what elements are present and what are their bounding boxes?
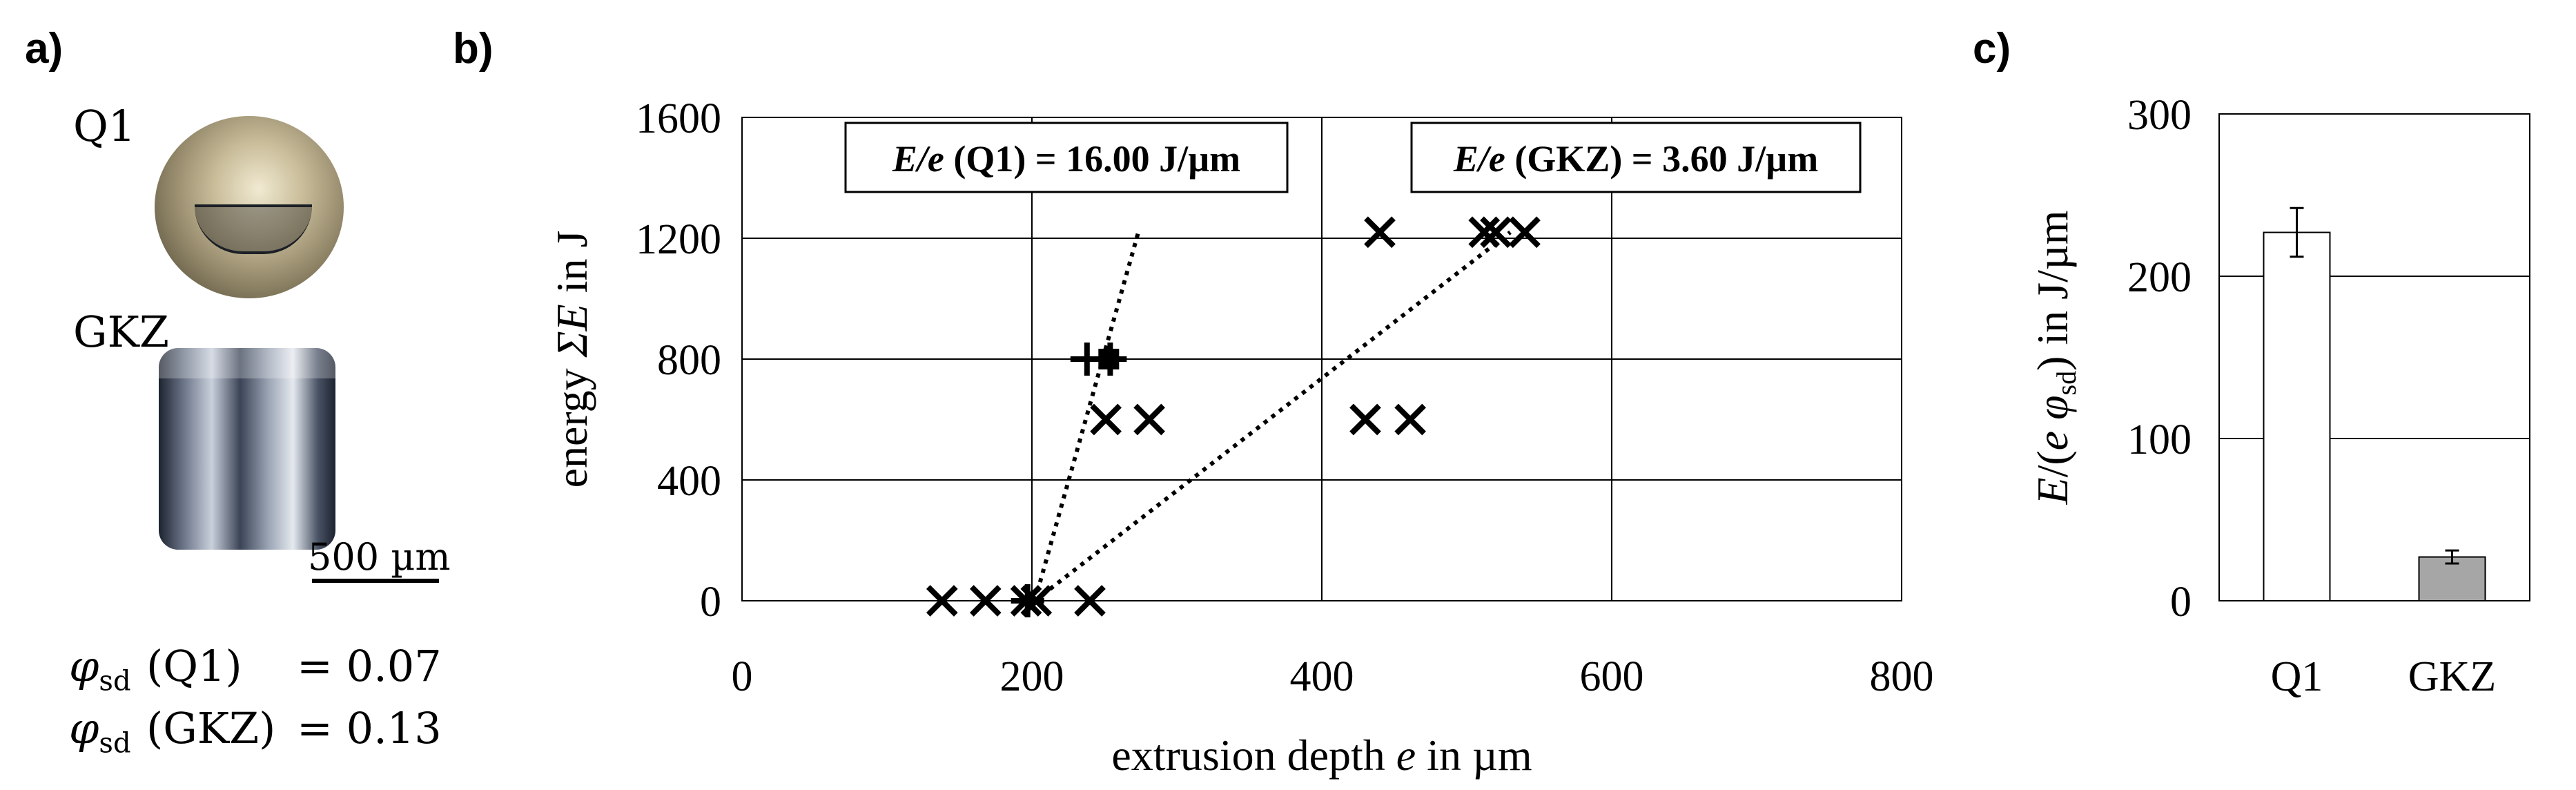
error-bar [2445, 549, 2459, 565]
bar [2263, 231, 2331, 602]
data-point-x [1074, 585, 1106, 617]
gkz-sample-top [159, 348, 335, 378]
data-point-x [1480, 216, 1512, 249]
y-axis-title: energy ΣE in J [547, 231, 596, 488]
marker-stroke [1364, 216, 1396, 249]
x-tick-label: 600 [1580, 653, 1644, 700]
data-point-x [1349, 403, 1381, 436]
marker-stroke [926, 585, 958, 617]
y-tick-label: 1200 [636, 216, 721, 263]
marker-stroke [1133, 403, 1165, 436]
phi-q1-value: = 0.07 [297, 641, 442, 691]
data-point-x [926, 585, 958, 617]
scale-bar [312, 579, 439, 583]
sample-label-gkz: GKZ [73, 307, 169, 357]
bar-chart: 0 100 200 300 Q1 GKZ E/(e φsd) in J/µm [2028, 92, 2530, 700]
panel-a-letter: a) [25, 25, 64, 73]
data-point-plus [1011, 584, 1044, 617]
gkz-sample-image [159, 348, 335, 550]
x-tick-label: 400 [1290, 653, 1354, 700]
marker-stroke [1349, 403, 1381, 436]
scatter-chart: 0 200 400 600 800 0 400 800 1200 1600 extrusion de… [547, 95, 1934, 780]
x-tick-label: GKZ [2408, 653, 2496, 700]
marker-stroke [969, 585, 1002, 617]
x-tick-label: Q1 [2271, 653, 2323, 700]
y-tick-label: 200 [2127, 254, 2192, 301]
marker-stroke [1468, 216, 1501, 249]
y-tick-label: 400 [657, 458, 721, 505]
data-point-x [1090, 403, 1122, 436]
y-tick-label: 100 [2127, 416, 2192, 463]
fit-line [1033, 229, 1142, 601]
data-point-square [1098, 349, 1120, 369]
y-tick-label: 1600 [636, 95, 721, 142]
data-point-x [969, 585, 1002, 617]
phi-gkz-row: φsd [69, 703, 131, 760]
annotation-label: E/e (Q1) = 16.00 J/µm [892, 138, 1240, 180]
annotation-box [844, 122, 1289, 193]
y-tick-label: 300 [2127, 92, 2192, 139]
q1-sample-cavity [195, 204, 312, 254]
phi-gkz-value: = 0.13 [297, 703, 442, 753]
x-tick-label: 200 [1000, 653, 1064, 700]
annotation-label: E/e (GKZ) = 3.60 J/µm [1453, 138, 1818, 180]
phi-gkz-sample: (GKZ) [146, 703, 276, 753]
panel-c-letter: c) [1973, 25, 2011, 73]
data-point-x [1509, 216, 1541, 249]
x-tick-label: 0 [732, 653, 753, 700]
sample-label-q1: Q1 [73, 101, 136, 151]
annotation-box [1410, 122, 1862, 193]
panel-b-letter: b) [453, 25, 494, 73]
data-point-x [1133, 403, 1165, 436]
x-tick-label: 800 [1870, 653, 1934, 700]
y-tick-label: 0 [2170, 579, 2192, 626]
q1-sample-image [155, 116, 344, 298]
x-axis-title: extrusion depth e in µm [1111, 731, 1532, 780]
error-bar [2290, 206, 2304, 258]
marker-stroke [1090, 403, 1122, 436]
marker-stroke [1394, 403, 1426, 436]
data-point-x [1364, 216, 1396, 249]
scale-bar-label: 500 µm [308, 535, 451, 579]
marker-stroke [1480, 216, 1512, 249]
phi-q1-sample: (Q1) [146, 641, 242, 691]
y-tick-label: 0 [700, 579, 721, 626]
phi-q1-row: φsd [69, 641, 131, 697]
marker-stroke [1509, 216, 1541, 249]
y-axis-title: E/(e φsd) in J/µm [2028, 210, 2082, 505]
data-point-x [1468, 216, 1501, 249]
data-point-x [1394, 403, 1426, 436]
marker-stroke [1074, 585, 1106, 617]
y-tick-label: 800 [657, 337, 721, 384]
fit-line [1033, 230, 1512, 603]
